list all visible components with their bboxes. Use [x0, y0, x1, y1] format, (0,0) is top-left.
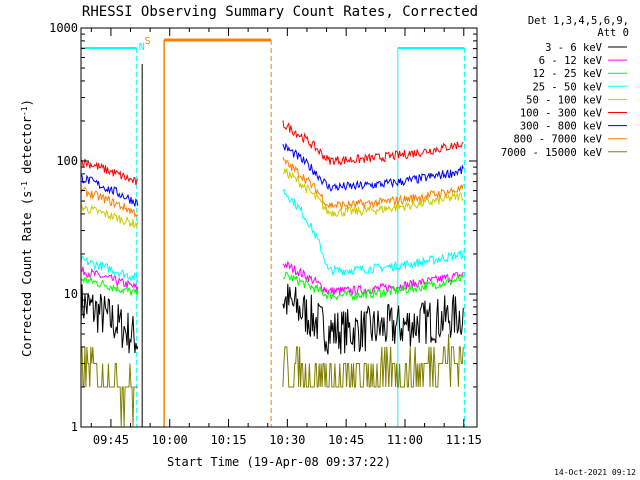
annotation-s: S [145, 36, 151, 47]
series-trace [282, 168, 464, 218]
series-trace [282, 283, 464, 355]
y-tick-label: 100 [56, 154, 78, 168]
observing-intervals: NS [81, 36, 465, 427]
series-25-50kev [80, 188, 464, 283]
x-tick-label: 10:15 [210, 433, 246, 447]
series-trace [80, 275, 139, 296]
legend-label: 6 - 12 keV [539, 55, 603, 67]
series-trace [282, 271, 464, 302]
y-axis-label-text: Corrected Count Rate (s-1 detector-1) [20, 99, 35, 357]
series-6-12kev [80, 260, 464, 296]
x-tick-label: 10:30 [269, 433, 305, 447]
series-trace [80, 186, 139, 218]
x-tick-label: 10:00 [152, 433, 188, 447]
series-7000-15000kev [81, 333, 464, 427]
plot-frame [80, 27, 478, 428]
legend-label: 800 - 7000 keV [513, 134, 602, 146]
legend-label: 12 - 25 keV [532, 68, 602, 80]
series-trace [80, 158, 139, 186]
legend-label: 25 - 50 keV [532, 81, 602, 93]
legend-label: 7000 - 15000 keV [501, 147, 603, 159]
series-300-800kev [80, 142, 464, 207]
legend-header: Att 0 [597, 27, 629, 39]
series-trace [80, 266, 139, 291]
legend-label: 100 - 300 keV [520, 108, 603, 120]
series-trace [282, 157, 464, 210]
series-trace [282, 260, 464, 296]
axes: 09:45 10:00 10:15 10:30 10:45 11:00 11:15 1 10 10… [49, 21, 482, 447]
y-tick-label: 1000 [49, 21, 78, 35]
x-tick-label: 10:45 [328, 433, 364, 447]
x-tick-label: 11:00 [387, 433, 423, 447]
x-tick-label: 11:15 [446, 433, 482, 447]
series-800-7000kev [80, 157, 464, 218]
x-tick-label: 09:45 [93, 433, 129, 447]
x-axis-label: Start Time (19-Apr-08 09:37:22) [167, 455, 391, 469]
series-50-100kev [80, 168, 464, 229]
series-3-6kev [80, 283, 464, 355]
series-trace [80, 203, 139, 229]
series-12-25kev [80, 271, 464, 302]
y-tick-label: 10 [64, 287, 78, 301]
series-100-300kev [80, 120, 464, 186]
chart-title: RHESSI Observing Summary Count Rates, Co… [82, 4, 478, 20]
y-tick-label: 1 [71, 420, 78, 434]
legend-label: 300 - 800 keV [520, 121, 603, 133]
legend-header: Det 1,3,4,5,6,9, [528, 15, 629, 27]
legend-label: 3 - 6 keV [545, 42, 603, 54]
series-trace [81, 346, 138, 427]
annotation-n: N [139, 42, 145, 53]
legend-label: 50 - 100 keV [526, 94, 603, 106]
series-layer [80, 120, 464, 427]
series-trace [80, 284, 139, 354]
series-trace [80, 255, 139, 283]
series-trace [80, 174, 139, 207]
footer-date: 14-Oct-2021 09:12 [554, 468, 636, 477]
series-trace [282, 188, 464, 276]
series-trace [282, 333, 464, 388]
series-trace [282, 142, 464, 192]
series-trace [282, 120, 464, 166]
y-axis-label: Corrected Count Rate (s-1 detector-1) [20, 99, 35, 357]
